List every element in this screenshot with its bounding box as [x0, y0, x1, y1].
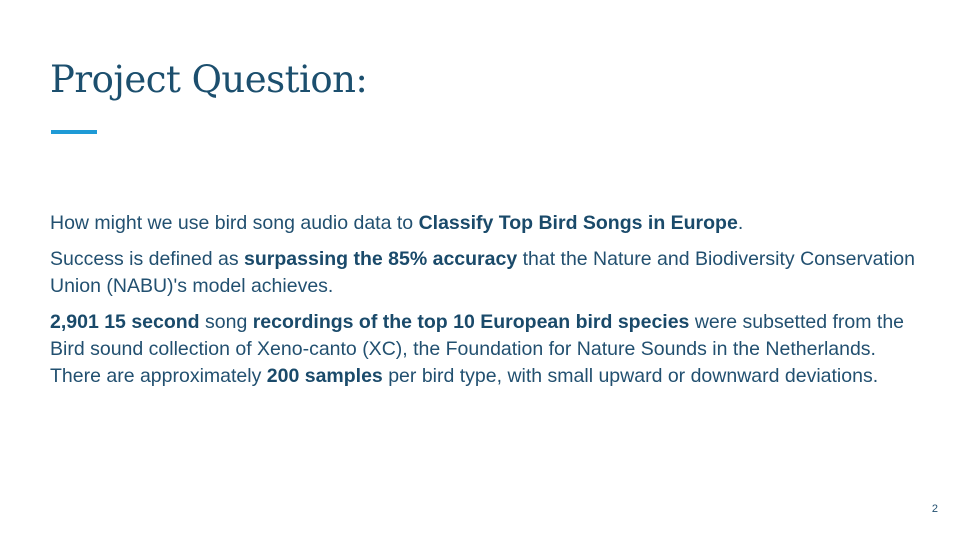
text-run: How might we use bird song audio data to — [50, 212, 419, 234]
text-run: were subsetted from the Bird sound colle… — [50, 311, 905, 387]
text-run-bold: Classify Top Bird Songs in Europe — [418, 212, 738, 234]
text-run: Success is defined as — [50, 248, 245, 270]
text-run-bold: recordings of the top 10 European bird s… — [252, 311, 690, 333]
text-run-bold: 2,901 15 second — [50, 311, 200, 333]
paragraph-question: How might we use bird song audio data to… — [50, 210, 920, 237]
text-run: . — [737, 212, 744, 234]
title-accent-line — [51, 130, 97, 134]
paragraph-success: Success is defined as surpassing the 85%… — [50, 246, 920, 300]
slide-title: Project Question: — [50, 58, 368, 101]
text-run: per bird type, with small upward or down… — [382, 365, 879, 387]
text-run: song — [199, 311, 253, 333]
text-run: that the Nature and Biodiversity Conserv… — [50, 248, 915, 297]
text-run-bold: surpassing the 85% accuracy — [244, 248, 518, 270]
slide-body: How might we use bird song audio data to… — [50, 210, 920, 399]
text-run-bold: 200 samples — [266, 365, 383, 387]
paragraph-dataset: 2,901 15 second song recordings of the t… — [50, 309, 920, 390]
page-number: 2 — [931, 503, 938, 515]
